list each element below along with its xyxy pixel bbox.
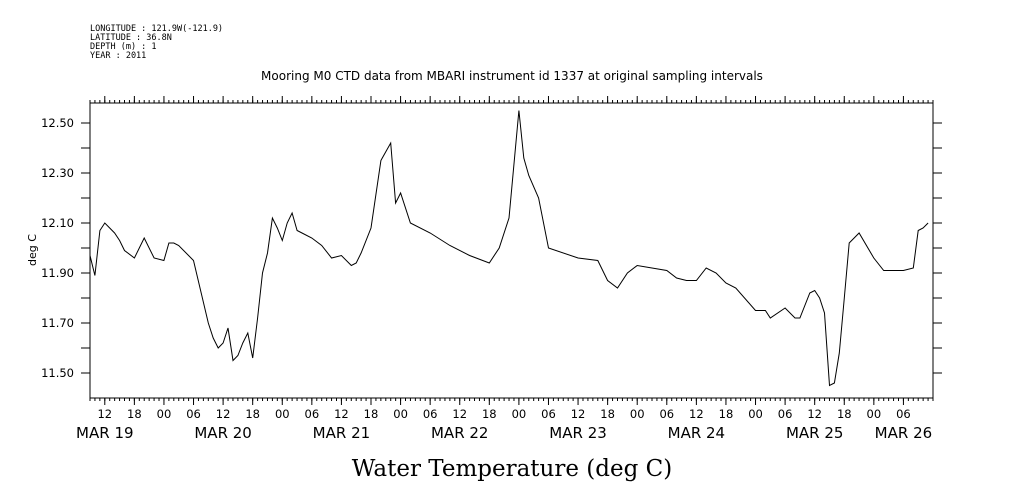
y-axis: 12.50 12.30 12.10 11.90 11.70 11.50 [41, 116, 942, 380]
metadata-longitude: LONGITUDE : 121.9W(-121.9) [90, 24, 223, 34]
y-tick-label: 12.50 [41, 116, 74, 130]
x-hour-tick-label: 12 [216, 407, 231, 421]
x-hour-tick-label: 00 [867, 407, 882, 421]
x-hour-tick-label: 12 [807, 407, 822, 421]
x-hour-tick-label: 18 [364, 407, 379, 421]
x-hour-tick-label: 06 [186, 407, 201, 421]
chart-title: Mooring M0 CTD data from MBARI instrumen… [261, 69, 763, 83]
x-hour-tick-label: 06 [659, 407, 674, 421]
x-date-label: MAR 25 [786, 424, 843, 442]
x-hour-tick-label: 00 [748, 407, 763, 421]
x-hour-tick-label: 18 [127, 407, 142, 421]
x-hour-tick-label: 12 [689, 407, 704, 421]
x-hour-tick-label: 00 [157, 407, 172, 421]
x-axis: 12 18 00 06 12 18 00 06 12 18 00 06 12 18 00 06 12 18 00 06… [76, 96, 934, 442]
x-date-label: MAR 20 [194, 424, 251, 442]
x-hour-tick-label: 00 [630, 407, 645, 421]
x-hour-tick-label: 06 [541, 407, 556, 421]
x-hour-tick-label: 00 [393, 407, 408, 421]
x-date-label: MAR 23 [549, 424, 606, 442]
x-axis-title: Water Temperature (deg C) [352, 456, 672, 482]
y-tick-label: 11.90 [41, 266, 74, 280]
x-hour-tick-label: 12 [334, 407, 349, 421]
y-tick-label: 12.30 [41, 166, 74, 180]
x-date-label: MAR 19 [76, 424, 133, 442]
x-hour-tick-label: 12 [571, 407, 586, 421]
x-date-label: MAR 21 [313, 424, 370, 442]
x-hour-tick-label: 18 [245, 407, 260, 421]
x-hour-tick-label: 06 [778, 407, 793, 421]
x-hour-tick-label: 06 [896, 407, 911, 421]
y-axis-label: deg C [26, 234, 39, 266]
x-hour-tick-label: 18 [719, 407, 734, 421]
x-date-label: MAR 24 [668, 424, 725, 442]
y-tick-label: 11.50 [41, 366, 74, 380]
metadata-depth: DEPTH (m) : 1 [90, 42, 157, 52]
x-hour-tick-label: 18 [600, 407, 615, 421]
y-tick-label: 11.70 [41, 316, 74, 330]
x-hour-tick-label: 06 [305, 407, 320, 421]
x-hour-tick-label: 12 [452, 407, 467, 421]
plot-frame [89, 102, 934, 399]
y-tick-label: 12.10 [41, 216, 74, 230]
x-hour-tick-label: 00 [275, 407, 290, 421]
series-line-water-temperature [89, 110, 929, 387]
x-hour-tick-label: 18 [837, 407, 852, 421]
x-hour-tick-label: 18 [482, 407, 497, 421]
x-date-label: MAR 26 [875, 424, 932, 442]
metadata-year: YEAR : 2011 [90, 51, 146, 61]
x-hour-tick-label: 12 [97, 407, 112, 421]
x-hour-tick-label: 00 [512, 407, 527, 421]
metadata-latitude: LATITUDE : 36.8N [90, 33, 172, 43]
x-hour-tick-label: 06 [423, 407, 438, 421]
x-date-label: MAR 22 [431, 424, 488, 442]
